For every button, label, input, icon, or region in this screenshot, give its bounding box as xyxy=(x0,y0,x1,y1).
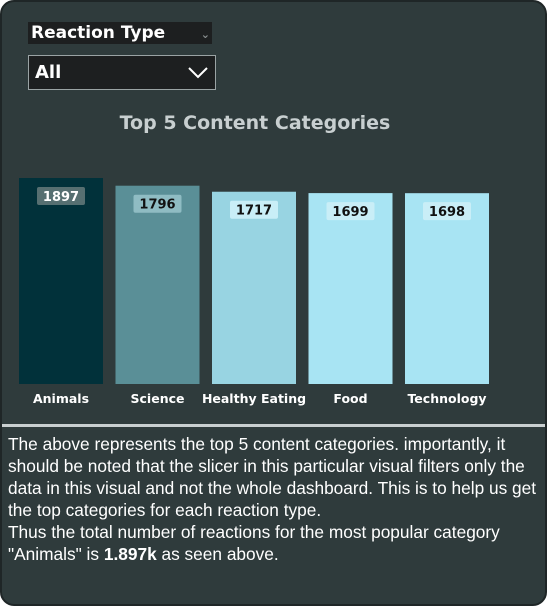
bar-chart: 1897 Animals 1796 Science 1717 Healthy Eating… xyxy=(19,178,489,406)
category-label: Science xyxy=(131,391,185,406)
category-label: Food xyxy=(333,391,367,406)
description-paragraph: The above represents the top 5 content c… xyxy=(8,434,537,520)
dropdown-selected-value: All xyxy=(35,62,62,83)
data-label: 1796 xyxy=(139,198,175,213)
reaction-type-dropdown[interactable]: All xyxy=(28,55,216,90)
data-label: 1699 xyxy=(332,205,368,220)
bar-animals[interactable] xyxy=(19,178,103,384)
data-label-background xyxy=(230,200,278,219)
chart-title: Top 5 Content Categories xyxy=(119,112,391,134)
description-text: The above represents the top 5 content c… xyxy=(8,433,540,565)
category-label: Technology xyxy=(407,391,486,406)
category-label: Healthy Eating xyxy=(202,391,306,406)
data-label-background xyxy=(423,202,471,221)
slicer-title: Reaction Type xyxy=(31,23,166,43)
data-label-background xyxy=(326,202,375,221)
data-label-background xyxy=(133,194,182,213)
data-label-background xyxy=(37,187,85,205)
bar-food[interactable] xyxy=(308,193,393,384)
description-line2: Thus the total number of reactions for t… xyxy=(8,522,500,564)
category-label: Animals xyxy=(33,391,89,406)
slicer-header: Reaction Type ⌄ xyxy=(28,22,212,44)
chevron-down-icon xyxy=(188,67,208,79)
collapse-chevron-icon[interactable]: ⌄ xyxy=(200,28,210,41)
data-label: 1698 xyxy=(429,205,465,220)
bar-science[interactable] xyxy=(115,185,200,384)
data-label: 1897 xyxy=(43,190,79,205)
bar-technology[interactable] xyxy=(405,193,489,384)
bar-healthy-eating[interactable] xyxy=(212,191,296,384)
description-tail: as seen above. xyxy=(156,544,279,564)
data-label: 1717 xyxy=(236,204,272,219)
highlight-value: 1.897k xyxy=(103,544,157,564)
divider xyxy=(2,424,545,427)
